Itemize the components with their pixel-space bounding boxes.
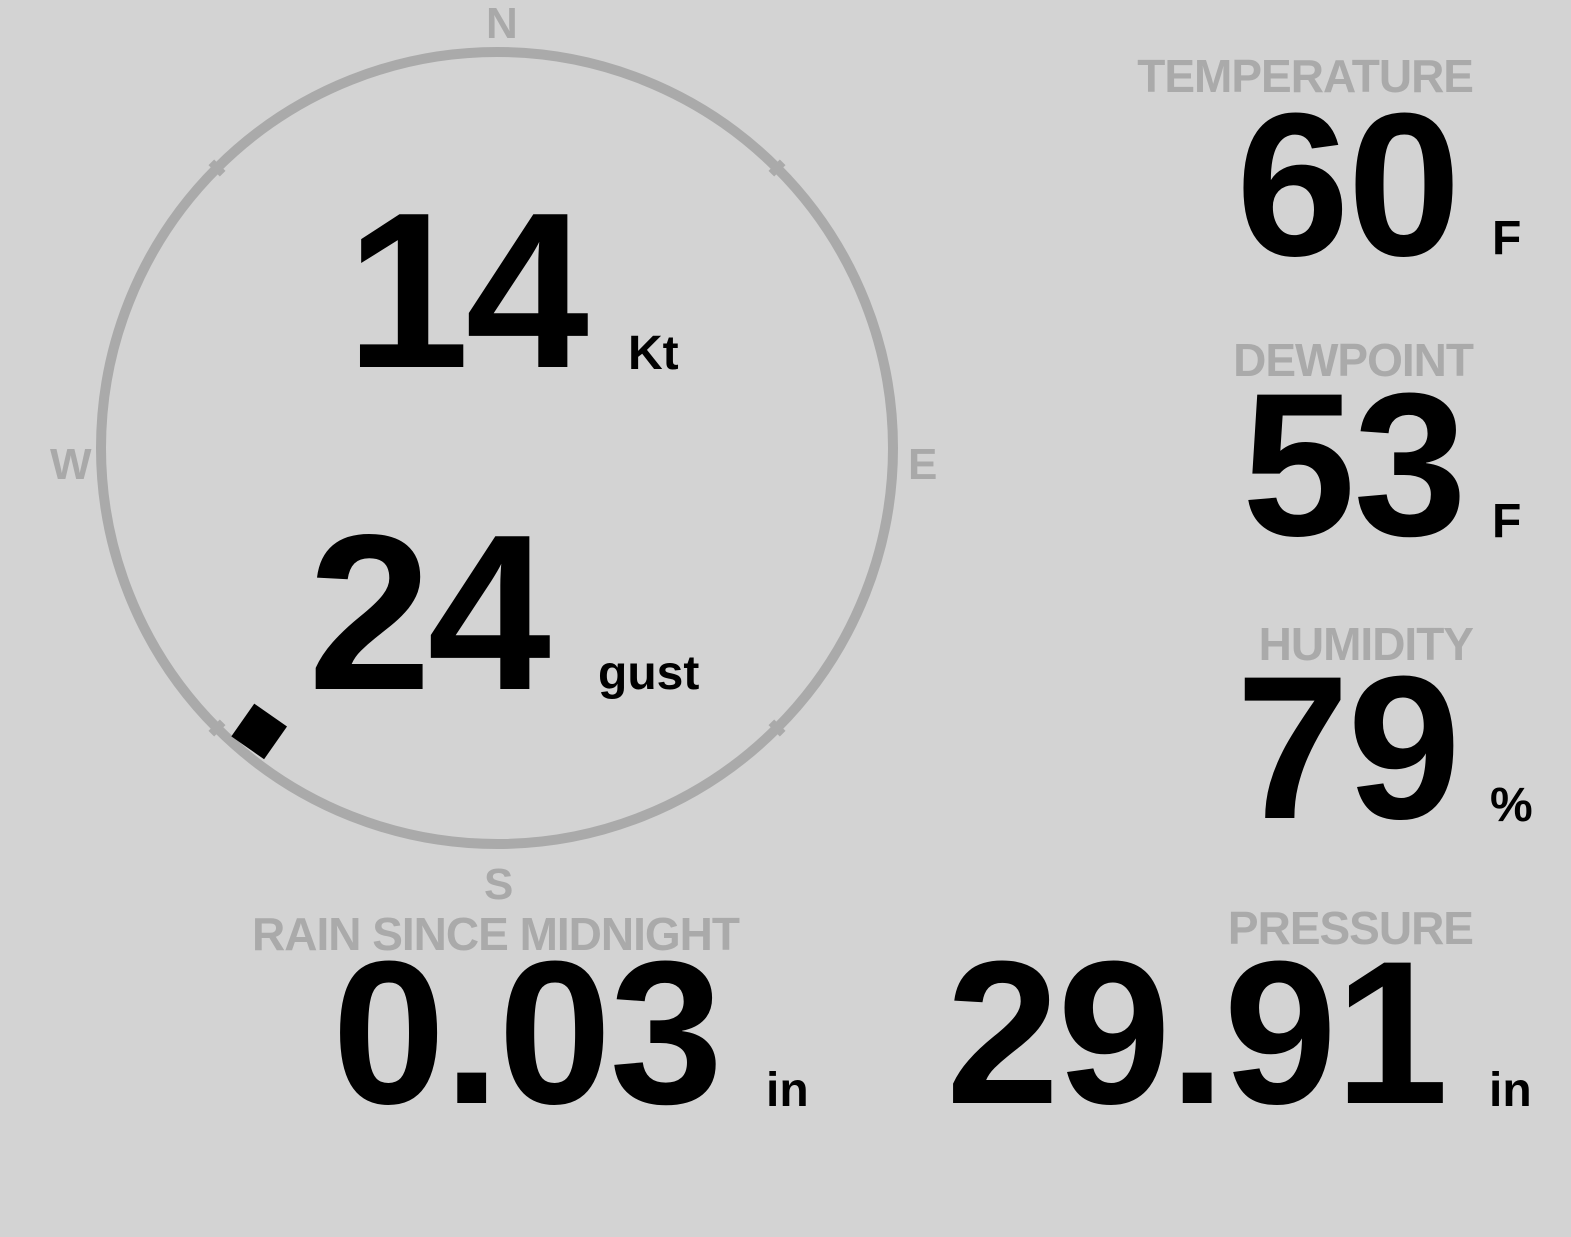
compass-east: E xyxy=(908,440,938,489)
compass-south: S xyxy=(484,860,514,909)
temperature-label: TEMPERATURE xyxy=(1137,50,1474,102)
rain-label: RAIN SINCE MIDNIGHT xyxy=(252,908,740,960)
compass-ring xyxy=(96,47,898,849)
dewpoint-unit: F xyxy=(1492,495,1522,548)
humidity-value: 79 xyxy=(1236,634,1461,862)
compass-tick xyxy=(208,159,226,177)
pressure-value: 29.91 xyxy=(946,919,1448,1147)
pressure-label: PRESSURE xyxy=(1227,902,1474,954)
humidity-unit: % xyxy=(1490,779,1533,832)
pressure-unit: in xyxy=(1489,1064,1532,1117)
rain-value: 0.03 xyxy=(332,919,723,1147)
wind-gust-value: 24 xyxy=(308,489,551,737)
dewpoint-label: DEWPOINT xyxy=(1233,334,1474,386)
compass-tick xyxy=(768,719,786,737)
compass-tick xyxy=(768,159,786,177)
temperature-unit: F xyxy=(1492,212,1522,265)
wind-speed-value: 14 xyxy=(346,167,589,415)
wind-speed-unit: Kt xyxy=(628,327,679,380)
temperature-value: 60 xyxy=(1236,71,1461,299)
rain-unit: in xyxy=(766,1064,809,1117)
wind-gust-unit: gust xyxy=(598,647,700,700)
dewpoint-value: 53 xyxy=(1242,351,1467,579)
diamond-icon xyxy=(231,703,288,760)
compass-tick xyxy=(208,719,226,737)
compass-west: W xyxy=(50,440,92,489)
humidity-label: HUMIDITY xyxy=(1258,618,1474,670)
compass-north: N xyxy=(486,0,518,48)
